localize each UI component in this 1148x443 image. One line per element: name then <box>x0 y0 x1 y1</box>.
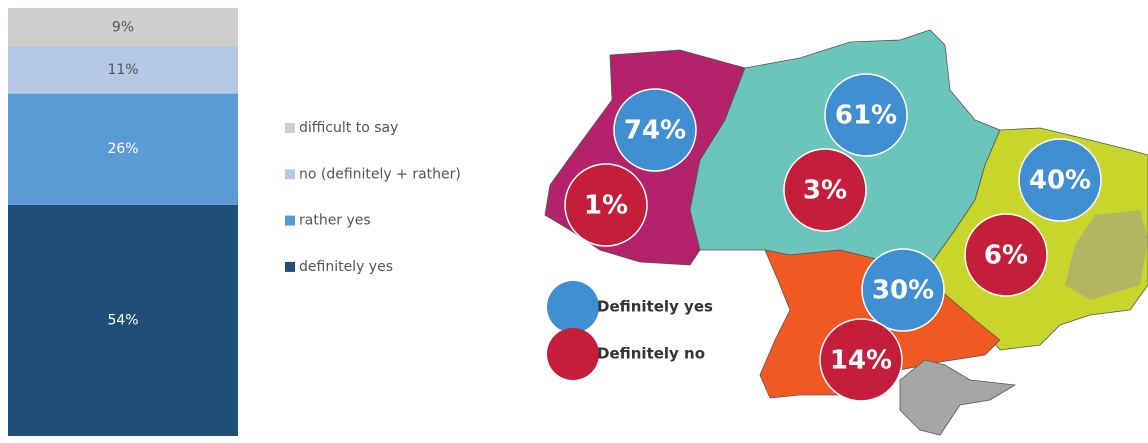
data-label: 11% <box>107 62 138 78</box>
bubble-label: 30% <box>872 276 934 306</box>
bubble <box>964 213 1048 297</box>
bubble-label: 3% <box>803 176 847 206</box>
legend-text: Definitely no <box>597 345 705 363</box>
bubble <box>783 148 867 232</box>
bar-segment <box>8 8 238 47</box>
legend-swatch <box>547 281 599 333</box>
region-crimea <box>899 359 1017 436</box>
bar-segment <box>8 204 238 436</box>
bubble <box>1018 138 1102 222</box>
bubble-label: 40% <box>1029 166 1091 196</box>
legend-swatch <box>285 123 295 133</box>
bubble-label: 6% <box>984 241 1028 271</box>
bubble <box>861 248 945 332</box>
data-label: 9% <box>112 19 134 35</box>
bubble <box>819 318 903 402</box>
legend-text: difficult to say <box>299 120 398 136</box>
data-label: 54% <box>107 312 138 328</box>
bar-segment <box>8 93 238 205</box>
bubble-label: 14% <box>830 346 892 376</box>
bubble-label: 61% <box>835 101 897 131</box>
legend-swatch <box>285 261 295 272</box>
region-occupied <box>1065 210 1148 300</box>
bubble-label: 74% <box>624 116 686 146</box>
bubble <box>564 163 648 247</box>
legend-swatch <box>285 169 295 180</box>
bar-segment <box>8 46 238 94</box>
bubble-label: 1% <box>584 191 628 221</box>
legend-text: definitely yes <box>299 259 393 275</box>
legend-text: rather yes <box>299 213 371 229</box>
legend-text: Definitely yes <box>597 298 713 316</box>
legend-swatch <box>547 328 599 380</box>
bubble <box>613 88 697 172</box>
bubble <box>824 73 908 157</box>
data-label: 26% <box>107 141 138 157</box>
legend-text: no (definitely + rather) <box>299 166 461 182</box>
legend-swatch <box>285 215 295 226</box>
